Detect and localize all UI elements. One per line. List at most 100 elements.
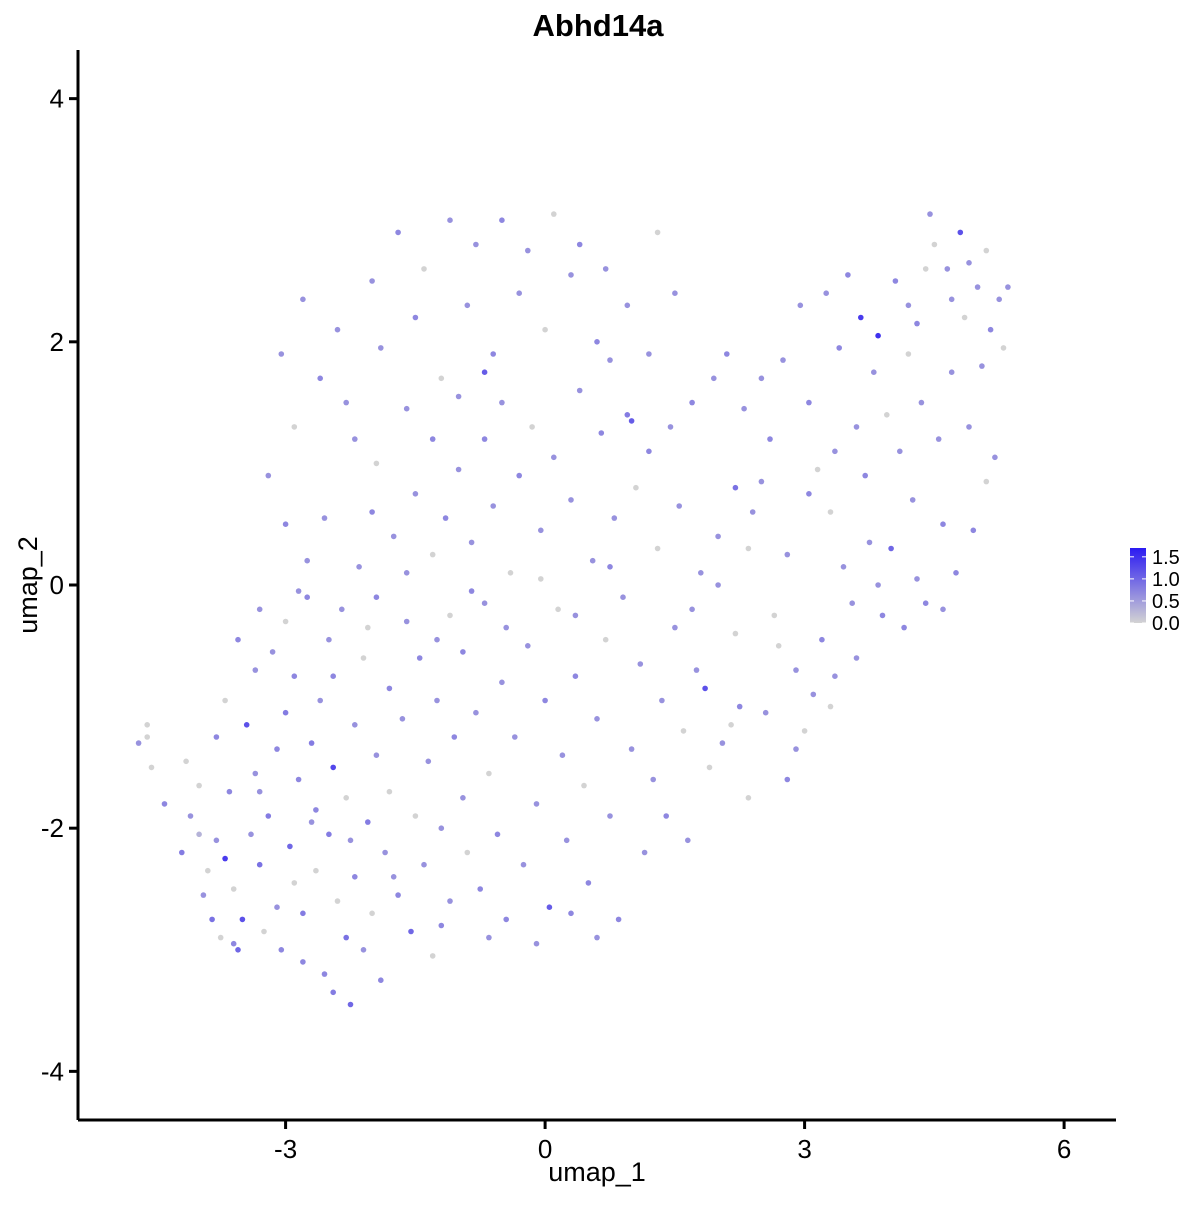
cell-point xyxy=(702,685,708,692)
cell-point xyxy=(334,326,341,333)
cell-point xyxy=(905,351,912,357)
cell-point xyxy=(481,600,488,606)
cell-point xyxy=(533,940,540,947)
cell-point xyxy=(438,825,445,831)
cell-point xyxy=(183,758,189,765)
cell-point xyxy=(832,448,838,455)
cell-point xyxy=(650,776,656,783)
y-tick-label: 2 xyxy=(50,327,64,357)
cell-point xyxy=(672,290,678,297)
cell-point xyxy=(365,624,371,631)
cell-point xyxy=(451,734,458,740)
cell-point xyxy=(403,618,410,625)
cell-point xyxy=(321,515,328,521)
cell-point xyxy=(494,831,501,838)
cell-point xyxy=(326,831,332,838)
cell-point xyxy=(390,533,397,540)
cell-point xyxy=(607,813,613,819)
y-tick-label: 0 xyxy=(50,570,64,600)
cell-point xyxy=(633,484,639,491)
cell-point xyxy=(944,266,951,272)
cell-point xyxy=(235,636,241,643)
cell-point xyxy=(386,685,393,692)
cell-point xyxy=(615,916,622,923)
cell-point xyxy=(378,345,384,351)
cell-point xyxy=(455,466,462,473)
cell-point xyxy=(187,813,194,819)
cell-point xyxy=(598,430,605,436)
cell-point xyxy=(196,782,202,789)
cell-point xyxy=(326,636,332,643)
legend-tick-label: 0.5 xyxy=(1152,591,1180,613)
cell-point xyxy=(602,266,609,272)
cell-point xyxy=(555,606,561,613)
cell-point xyxy=(784,551,791,558)
cell-point xyxy=(313,867,319,874)
cell-point xyxy=(438,375,445,382)
cell-point xyxy=(179,849,185,856)
cell-point xyxy=(282,521,289,527)
cell-point xyxy=(269,649,276,655)
cell-point xyxy=(447,612,453,619)
cell-point xyxy=(256,606,263,613)
y-tick-label: -4 xyxy=(41,1056,64,1086)
cell-point xyxy=(624,302,631,309)
cell-point xyxy=(248,831,254,838)
cell-point xyxy=(382,849,388,856)
cell-point xyxy=(741,405,747,412)
cell-point xyxy=(438,922,445,929)
cell-point xyxy=(386,788,393,795)
cell-point xyxy=(339,606,345,613)
legend-ticks: 0.00.51.01.5 xyxy=(1130,547,1180,635)
cell-point xyxy=(888,545,894,552)
cell-point xyxy=(352,722,358,728)
cell-point xyxy=(403,405,410,412)
cell-point xyxy=(525,643,531,649)
cell-point xyxy=(252,667,259,673)
cell-point xyxy=(455,393,462,400)
cell-point xyxy=(663,813,669,819)
cell-point xyxy=(369,278,375,284)
cell-point xyxy=(373,460,380,467)
cell-point xyxy=(356,564,362,570)
cell-point xyxy=(711,375,717,382)
cell-point xyxy=(546,904,553,910)
cell-point xyxy=(646,448,652,455)
cell-point xyxy=(758,478,765,485)
cell-point xyxy=(698,570,704,576)
legend-colorbar xyxy=(1130,548,1146,623)
cell-point xyxy=(810,691,817,698)
cell-point xyxy=(213,734,220,740)
cell-point xyxy=(914,576,920,582)
cell-point xyxy=(858,314,864,321)
cell-point xyxy=(464,849,471,856)
cell-point xyxy=(628,418,635,424)
cell-point xyxy=(823,290,829,297)
cell-point xyxy=(481,369,488,376)
cell-point xyxy=(416,655,423,661)
cell-point xyxy=(845,272,851,278)
cell-point xyxy=(974,284,981,290)
cell-point xyxy=(572,673,579,679)
cell-point xyxy=(589,557,596,564)
cell-point xyxy=(538,576,544,582)
cell-point xyxy=(866,539,873,546)
cell-point xyxy=(996,296,1002,303)
cell-point xyxy=(918,399,925,406)
cell-point xyxy=(719,740,726,746)
cell-point xyxy=(529,424,535,430)
cell-point xyxy=(736,703,743,710)
cell-point xyxy=(373,594,380,600)
cell-point xyxy=(676,503,682,509)
cell-point xyxy=(819,636,825,643)
cell-point xyxy=(321,971,328,977)
cell-point xyxy=(161,801,168,807)
cell-point xyxy=(607,357,613,363)
cell-point xyxy=(291,673,298,679)
cell-point xyxy=(897,448,903,455)
cell-point xyxy=(395,229,401,236)
cell-point xyxy=(317,697,324,704)
cell-point xyxy=(468,539,475,546)
cell-point xyxy=(144,722,150,728)
cell-point xyxy=(909,497,916,503)
